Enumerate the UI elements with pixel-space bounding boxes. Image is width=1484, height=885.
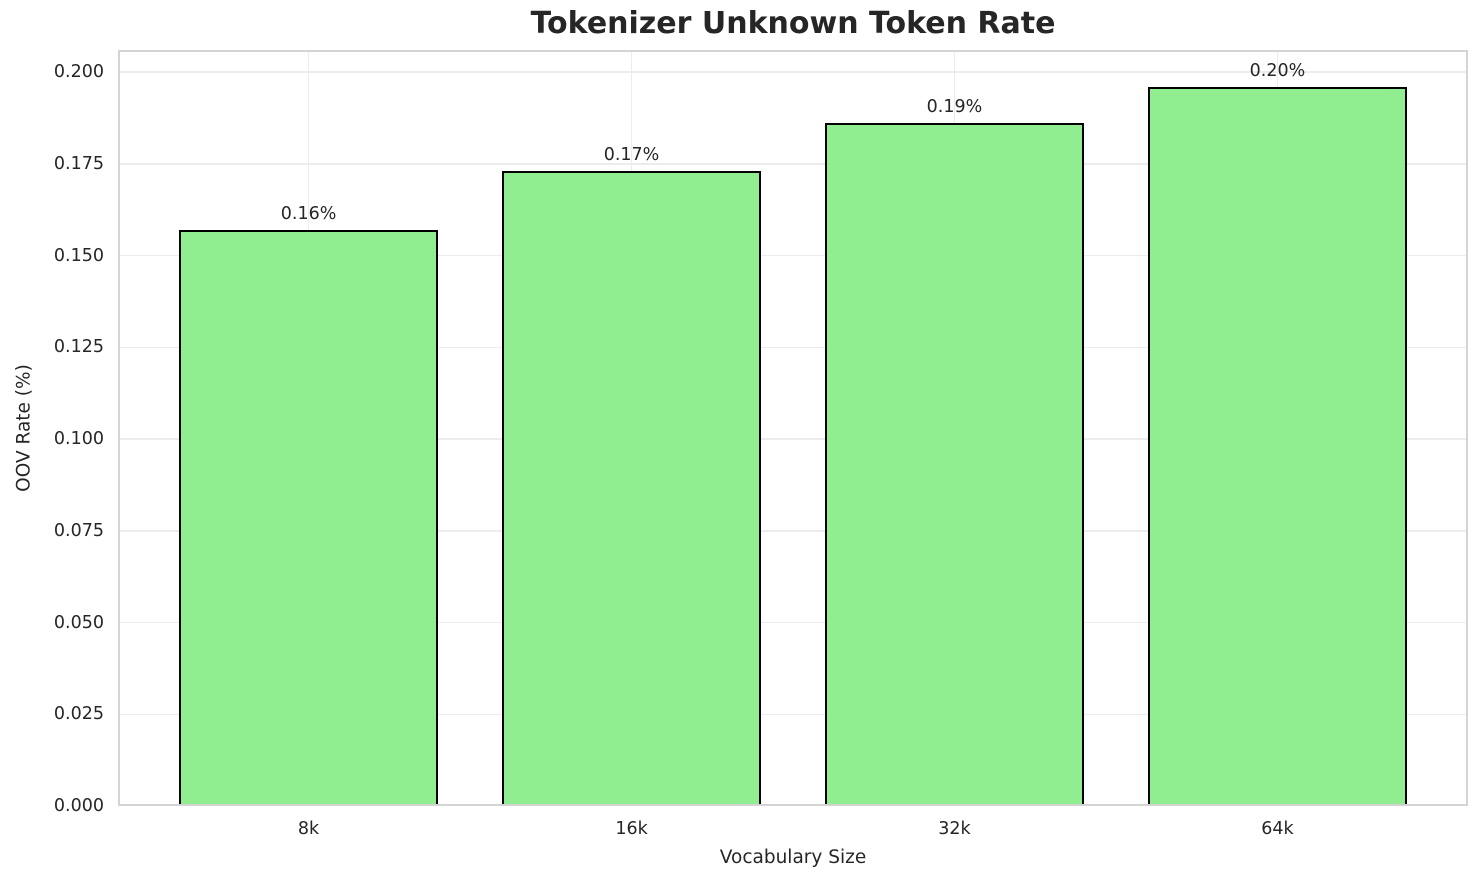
y-tick-label: 0.000 <box>53 796 104 816</box>
h-gridline <box>118 163 1468 165</box>
x-tick-label: 8k <box>297 819 320 839</box>
x-tick-label: 32k <box>938 819 971 839</box>
bar-value-label: 0.17% <box>603 145 660 166</box>
y-tick-label: 0.200 <box>53 62 104 83</box>
h-gridline <box>118 438 1468 440</box>
chart-title: Tokenizer Unknown Token Rate <box>530 6 1056 41</box>
y-tick-label: 0.075 <box>53 520 104 541</box>
y-tick-label: 0.175 <box>53 153 104 174</box>
bar-value-label: 0.20% <box>1249 60 1306 81</box>
y-tick-label: 0.025 <box>53 704 104 725</box>
y-tick-label: 0.100 <box>53 429 104 449</box>
h-gridline <box>118 71 1468 73</box>
h-gridline <box>118 530 1468 532</box>
h-gridline <box>118 713 1468 715</box>
h-gridline <box>118 621 1468 624</box>
bar-64k <box>1148 86 1407 806</box>
x-axis-title: Vocabulary Size <box>719 847 867 868</box>
bar-16k <box>502 171 761 806</box>
h-gridline <box>118 346 1468 348</box>
x-tick-label: 64k <box>1261 819 1294 839</box>
h-gridline <box>118 254 1468 257</box>
bar-value-label: 0.16% <box>280 203 337 224</box>
bar-32k <box>825 123 1084 806</box>
plot-area: 0.16% 0.17% 0.19% 0.20% <box>118 50 1468 806</box>
y-tick-label: 0.150 <box>53 245 104 266</box>
y-tick-label: 0.050 <box>53 612 104 633</box>
bar-value-label: 0.19% <box>926 97 983 118</box>
x-tick-label: 16k <box>615 819 648 839</box>
y-tick-label: 0.125 <box>53 337 104 358</box>
bar-8k <box>179 229 438 806</box>
